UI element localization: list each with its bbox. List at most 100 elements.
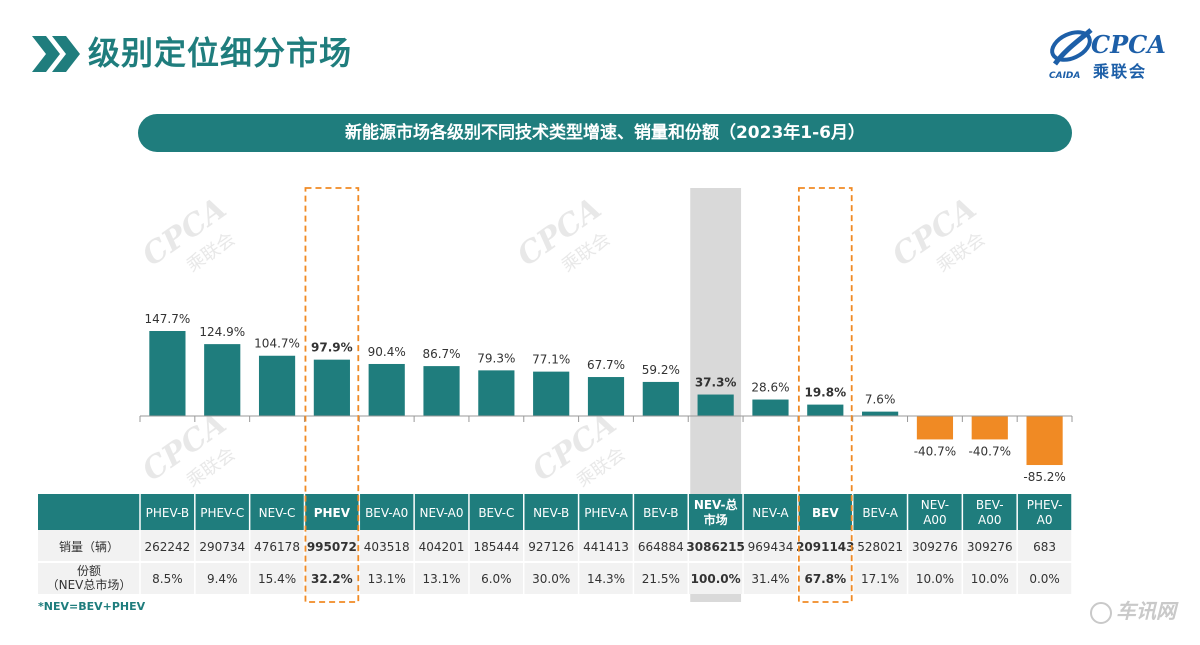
corner-watermark: 车讯网: [1090, 595, 1176, 624]
footnote: *NEV=BEV+PHEV: [38, 600, 146, 613]
share-cell: 30.0%: [532, 572, 570, 586]
sales-cell: 476178: [254, 540, 300, 554]
bar: [368, 363, 405, 416]
logo-mark: CAIDA: [1049, 71, 1080, 81]
table-header-cell: NEV-A0: [420, 506, 464, 520]
watermark-circle-icon: [1090, 601, 1112, 624]
table-header: [38, 494, 1072, 530]
data-label: 124.9%: [199, 325, 245, 339]
bar: [862, 411, 899, 416]
bar: [1026, 416, 1063, 466]
sales-cell: 441413: [583, 540, 629, 554]
share-cell: 0.0%: [1029, 572, 1060, 586]
data-label: 19.8%: [804, 386, 846, 400]
double-chevron-icon: [32, 36, 80, 72]
share-cell: 21.5%: [642, 572, 680, 586]
bar: [642, 381, 679, 416]
table-header-cell: BEV-A: [862, 506, 898, 520]
share-cell: 17.1%: [861, 572, 899, 586]
bar: [149, 331, 186, 416]
sales-cell: 404201: [419, 540, 465, 554]
cpca-logo: CAIDA CPCA 乘联会: [1045, 20, 1180, 82]
bar: [258, 355, 296, 416]
bar: [697, 394, 734, 416]
data-label: -85.2%: [1023, 470, 1065, 484]
table-header-cell: PHEV: [314, 506, 351, 520]
bar: [204, 344, 241, 416]
data-label: 7.6%: [865, 393, 896, 407]
share-cell: 14.3%: [587, 572, 625, 586]
corner-watermark-text: 车讯网: [1116, 599, 1176, 623]
table-header-cell: A00: [978, 513, 1001, 527]
sales-cell: 664884: [638, 540, 684, 554]
share-cell: 10.0%: [916, 572, 954, 586]
data-label: 86.7%: [422, 347, 460, 361]
bar: [971, 416, 1008, 440]
table-header-cell: PHEV-A: [584, 506, 628, 520]
table-header-cell: NEV-C: [259, 506, 296, 520]
table-header-cell: BEV: [812, 506, 839, 520]
share-cell: 67.8%: [804, 572, 846, 586]
sales-cell: 309276: [912, 540, 958, 554]
share-cell: 9.4%: [207, 572, 238, 586]
bar: [423, 366, 460, 416]
data-label: 28.6%: [751, 381, 789, 395]
dashed-highlight-box: [304, 187, 360, 603]
row-label-share: 份额: [77, 564, 101, 578]
table-header-cell: BEV-: [976, 498, 1004, 512]
share-cell: 100.0%: [691, 572, 741, 586]
data-label: 59.2%: [642, 363, 680, 377]
sales-cell: 185444: [473, 540, 519, 554]
share-cell: 13.1%: [368, 572, 406, 586]
table-header-cell: BEV-C: [478, 506, 514, 520]
sales-cell: 3086215: [686, 540, 744, 554]
sales-cell: 969434: [748, 540, 794, 554]
sales-cell: 528021: [857, 540, 903, 554]
bar: [587, 377, 625, 416]
sales-cell: 927126: [528, 540, 574, 554]
data-label: 147.7%: [145, 312, 191, 326]
table-header-cell: PHEV-: [1027, 498, 1063, 512]
data-label: 37.3%: [695, 376, 737, 390]
logo-subtext: 乘联会: [1093, 62, 1148, 81]
sales-cell: 2091143: [796, 540, 854, 554]
table-header-cell: NEV-A: [752, 506, 789, 520]
share-cell: 10.0%: [971, 572, 1009, 586]
sales-cell: 683: [1033, 540, 1056, 554]
sales-cell: 262242: [145, 540, 191, 554]
data-label: 104.7%: [254, 337, 300, 351]
table-header-cell: NEV-: [921, 498, 949, 512]
sales-cell: 995072: [307, 540, 357, 554]
bar: [807, 404, 844, 416]
data-label: -40.7%: [969, 444, 1011, 458]
share-cell: 8.5%: [152, 572, 183, 586]
table-header-cell: PHEV-B: [146, 506, 189, 520]
bar: [752, 399, 789, 416]
logo-text: CPCA: [1091, 30, 1166, 59]
data-label: 77.1%: [532, 353, 570, 367]
row-label-share: （NEV总市场）: [47, 577, 132, 592]
dashed-highlight-box: [797, 187, 853, 603]
data-label: -40.7%: [914, 444, 956, 458]
share-cell: 32.2%: [311, 572, 353, 586]
sales-cell: 290734: [199, 540, 245, 554]
cpca-emblem-icon: CAIDA: [1049, 28, 1093, 81]
share-cell: 6.0%: [481, 572, 512, 586]
share-cell: 31.4%: [751, 572, 789, 586]
share-cell: 13.1%: [422, 572, 460, 586]
chart-subtitle: 新能源市场各级别不同技术类型增速、销量和份额（2023年1-6月）: [138, 114, 1072, 152]
page-title: 级别定位细分市场: [88, 34, 353, 72]
table-header-cell: NEV-总: [694, 497, 738, 512]
table-header-cell: A00: [923, 513, 946, 527]
sales-cell: 309276: [967, 540, 1013, 554]
data-label: 90.4%: [368, 345, 406, 359]
table-header-cell: PHEV-C: [200, 506, 244, 520]
table-header-cell: BEV-A0: [365, 506, 408, 520]
data-label: 97.9%: [311, 341, 353, 355]
